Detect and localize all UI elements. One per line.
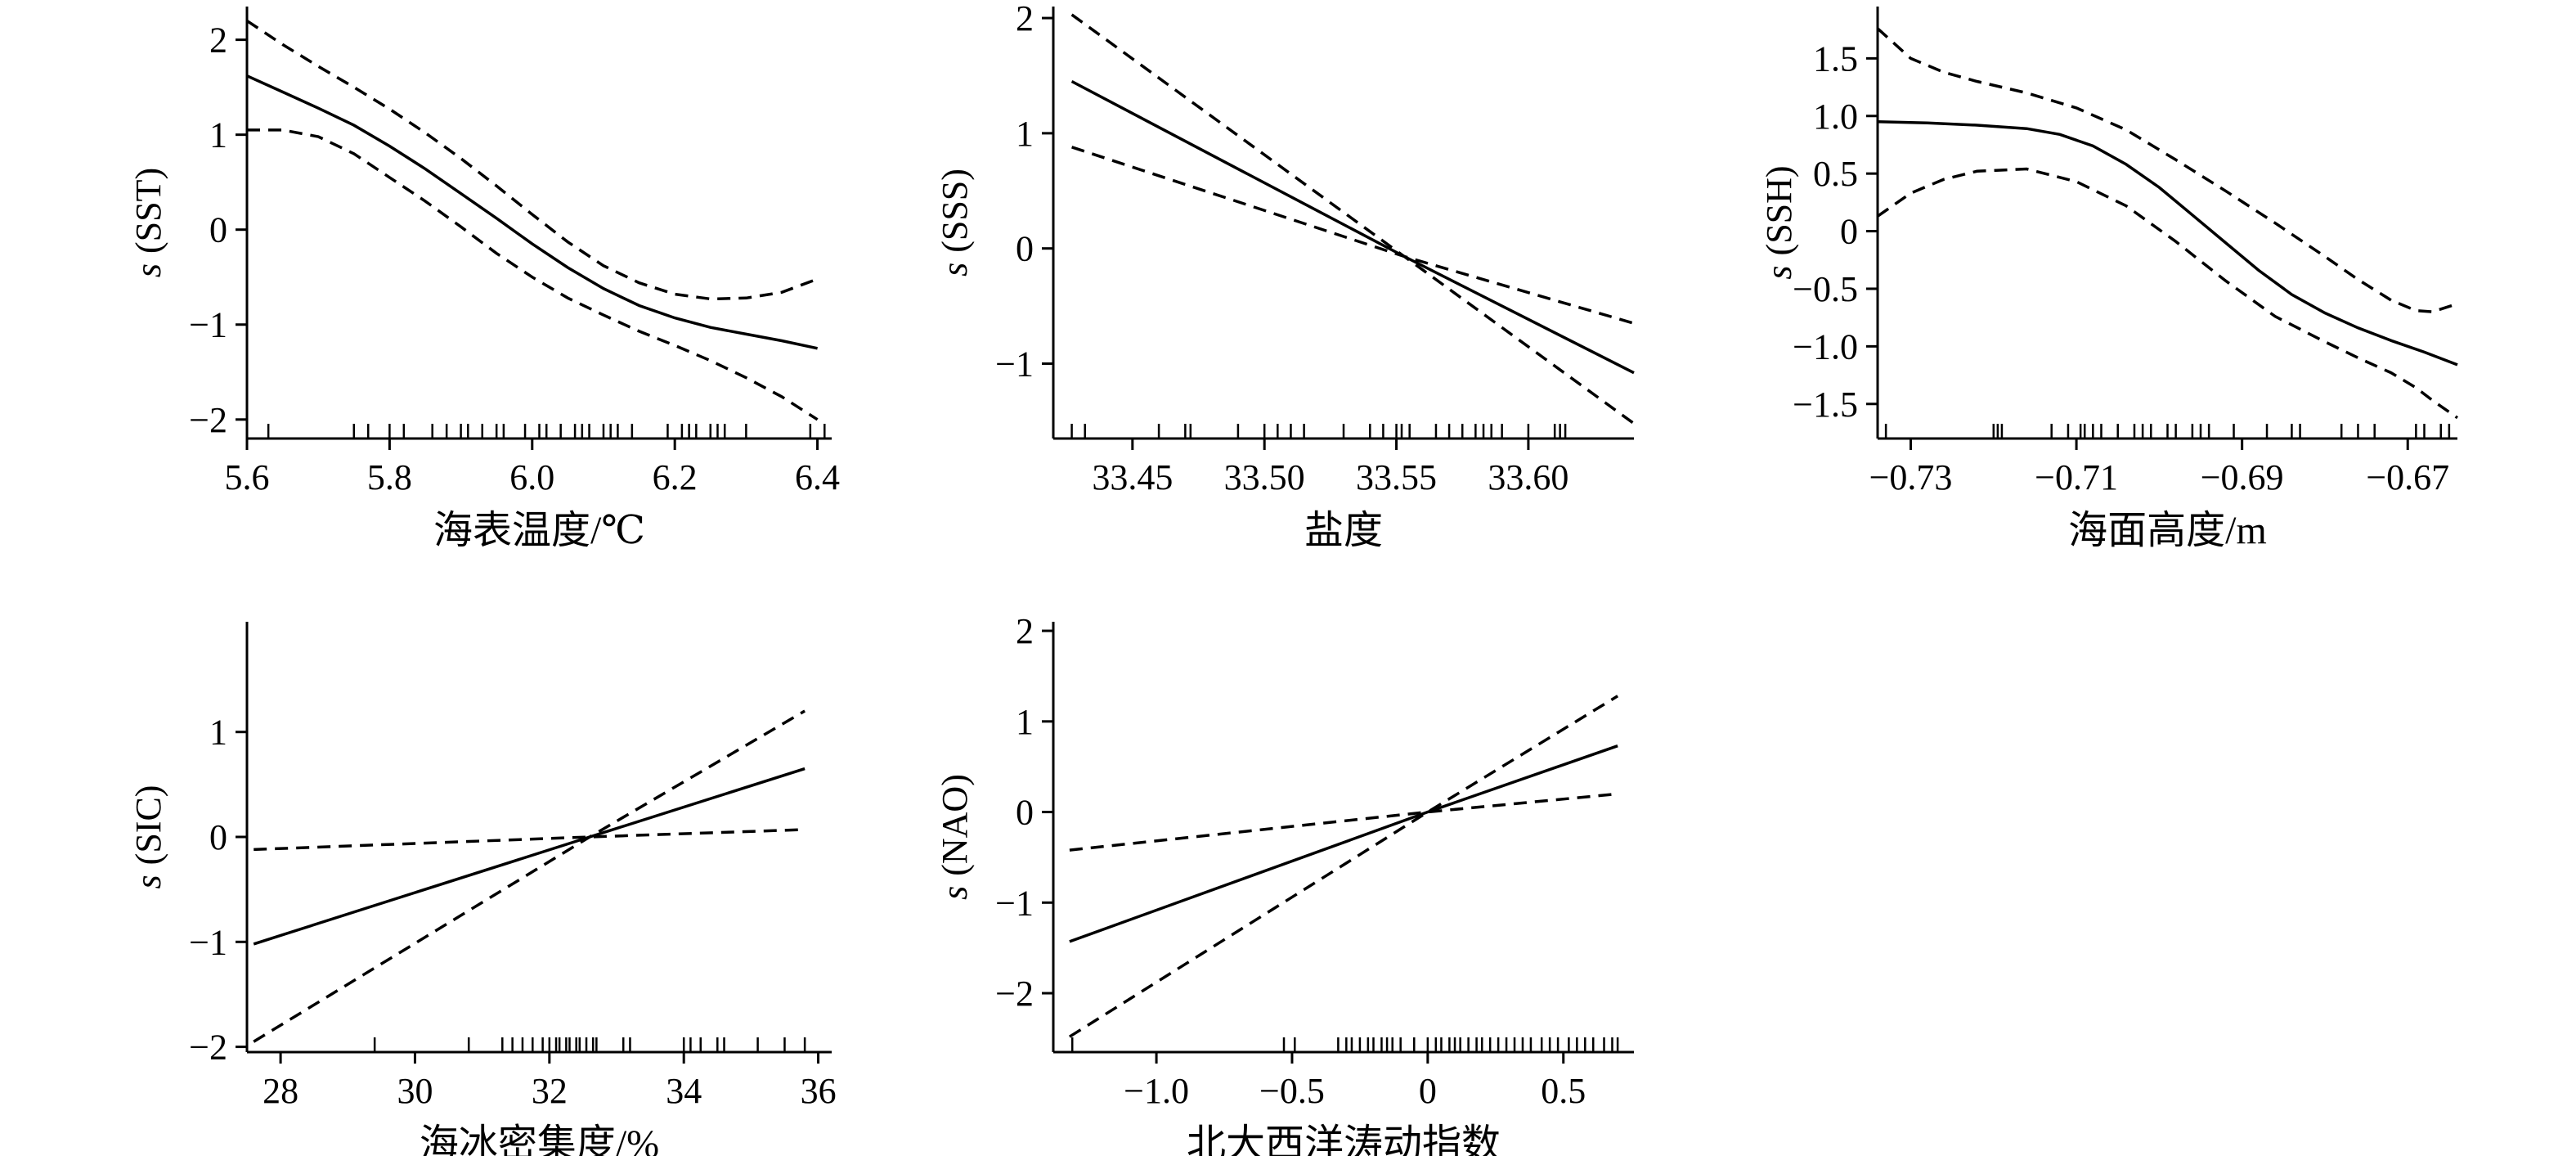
fit-line [246, 74, 818, 350]
x-tick-label: 32 [532, 1071, 568, 1111]
x-tick-label: −1.0 [1124, 1071, 1189, 1111]
y-tick-label: −2 [189, 1028, 227, 1068]
y-axis-label: s (SST) [128, 168, 168, 277]
upper-ci-line [253, 709, 806, 1043]
y-tick-label: −2 [995, 974, 1034, 1014]
x-tick-label: −0.69 [2201, 457, 2284, 497]
x-tick-label: 6.2 [653, 457, 698, 497]
y-tick-label: 1 [209, 115, 227, 155]
panel-sic: 28 30 32 34 36 1 0 −1 −2 海冰密集度/% s (SIC) [128, 622, 837, 1156]
y-tick-label: 0 [1840, 212, 1858, 252]
x-tick-label: 36 [801, 1071, 837, 1111]
lower-ci-line [1071, 146, 1635, 325]
x-tick-label: −0.71 [2035, 457, 2118, 497]
y-axis-label-variable: (SST) [128, 168, 168, 254]
y-axis-label-variable: (SSS) [935, 169, 975, 253]
y-tick-label: −0.5 [1793, 269, 1858, 309]
x-tick-label: 0 [1419, 1071, 1437, 1111]
upper-ci-line [1876, 27, 2458, 313]
x-axis-label: 盐度 [1304, 509, 1383, 552]
panel-ssh: −0.73 −0.71 −0.69 −0.67 1.5 1.0 0.5 0 −0.5 −1.0 −1… [1759, 7, 2459, 552]
x-tick-label: 33.50 [1224, 457, 1305, 497]
x-tick-label: 33.45 [1092, 457, 1173, 497]
fit-line [1069, 744, 1618, 943]
y-axis-label-prefix: s [935, 263, 975, 277]
y-axis-label-prefix: s [128, 263, 168, 277]
panel-sss: 33.45 33.50 33.55 33.60 2 1 0 −1 盐度 s (SSS) [935, 0, 1636, 552]
x-axis-label: 北大西洋涛动指数 [1187, 1122, 1501, 1156]
y-axis-label-variable: (SSH) [1759, 165, 1799, 255]
y-tick-label: −1 [189, 922, 227, 962]
y-tick-label: −1 [995, 883, 1034, 923]
y-tick-label: −2 [189, 400, 227, 440]
y-tick-label: 1 [1016, 702, 1034, 742]
y-axis-label-variable: (NAO) [935, 774, 975, 876]
x-tick-label: −0.73 [1869, 457, 1953, 497]
y-axis-label-variable: (SIC) [128, 785, 168, 866]
fit-line [1070, 79, 1635, 375]
y-axis-label: s (SSS) [935, 169, 975, 277]
y-tick-label: 0 [1016, 229, 1034, 269]
x-axis-label: 海面高度/m [2068, 509, 2267, 552]
y-tick-label: 0 [1016, 793, 1034, 833]
y-tick-label: −1.5 [1793, 385, 1858, 425]
x-tick-label: −0.67 [2366, 457, 2449, 497]
x-tick-label: 5.8 [367, 457, 412, 497]
y-axis-label-prefix: s [1759, 265, 1799, 279]
y-tick-label: 2 [209, 20, 227, 61]
y-tick-label: 1 [209, 713, 227, 753]
y-tick-label: 0 [209, 210, 227, 250]
y-axis-label-prefix: s [128, 875, 168, 888]
lower-ci-line [247, 128, 819, 421]
x-tick-label: 33.55 [1356, 457, 1437, 497]
lower-ci-line [1877, 167, 2459, 420]
x-tick-label: 33.60 [1488, 457, 1568, 497]
y-tick-label: −1.0 [1793, 326, 1858, 367]
y-axis-label: s (SSH) [1759, 165, 1799, 279]
y-axis-label: s (SIC) [128, 785, 168, 889]
panel-sst: 5.6 5.8 6.0 6.2 6.4 2 1 0 −1 −2 海表温度/℃ s (SST) [128, 7, 840, 552]
upper-ci-line [1070, 13, 1636, 425]
y-axis-label-prefix: s [935, 886, 975, 900]
x-tick-label: 0.5 [1541, 1071, 1586, 1111]
y-tick-label: 1 [1016, 114, 1034, 154]
upper-ci-line [246, 19, 819, 301]
upper-ci-line [1068, 695, 1619, 1038]
x-tick-label: 28 [263, 1071, 298, 1111]
fit-line [1877, 120, 2458, 367]
x-tick-label: 30 [397, 1071, 433, 1111]
y-tick-label: −1 [995, 344, 1034, 384]
x-axis-label: 海表温度/℃ [433, 509, 645, 552]
x-tick-label: 6.4 [795, 457, 840, 497]
y-tick-label: −1 [189, 305, 227, 345]
x-tick-label: −0.5 [1259, 1071, 1325, 1111]
x-tick-label: 6.0 [509, 457, 554, 497]
x-axis-label: 海冰密集度/% [420, 1122, 659, 1156]
x-tick-label: 5.6 [225, 457, 270, 497]
panel-nao: −1.0 −0.5 0 0.5 2 1 0 −1 −2 北大西洋涛动指数 s (NAO) [935, 611, 1634, 1156]
y-tick-label: 0.5 [1813, 154, 1858, 194]
y-tick-label: 1.5 [1813, 38, 1858, 79]
lower-ci-line [254, 828, 806, 852]
x-tick-label: 34 [666, 1071, 702, 1111]
y-tick-label: 2 [1016, 611, 1034, 651]
y-axis-label: s (NAO) [935, 774, 975, 900]
y-tick-label: 1.0 [1813, 97, 1858, 137]
fit-line [253, 767, 806, 946]
y-tick-label: 2 [1016, 0, 1034, 38]
y-tick-label: 0 [209, 817, 227, 857]
